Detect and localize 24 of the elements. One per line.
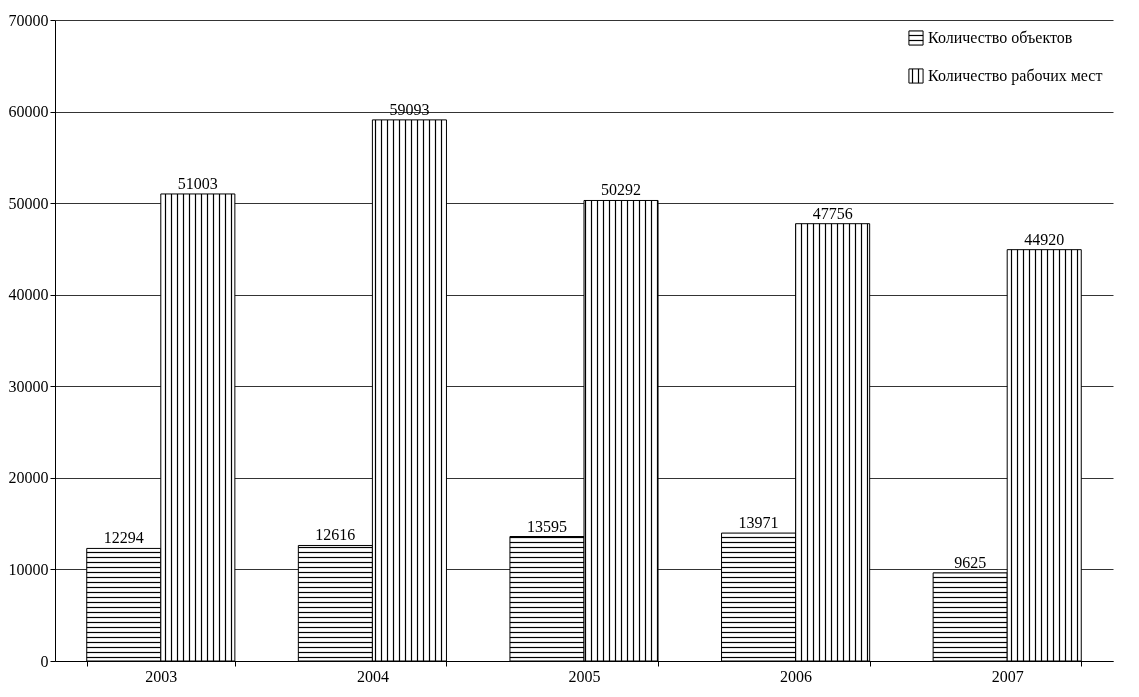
data-label: 13971 bbox=[738, 514, 779, 532]
x-tick-label: 2004 bbox=[356, 667, 389, 685]
x-tick-label: 2003 bbox=[145, 667, 178, 685]
x-tick-label: 2005 bbox=[568, 667, 601, 685]
data-label: 12294 bbox=[103, 529, 144, 547]
x-tick-label: 2006 bbox=[780, 667, 813, 685]
y-tick-label: 50000 bbox=[8, 194, 49, 212]
data-label: 47756 bbox=[812, 204, 853, 222]
legend-label: Количество рабочих мест bbox=[928, 67, 1103, 85]
y-tick-label: 60000 bbox=[8, 103, 49, 121]
data-label: 13595 bbox=[526, 517, 567, 535]
y-tick-label: 70000 bbox=[8, 11, 49, 29]
x-tick-label: 2007 bbox=[991, 667, 1024, 685]
y-tick-label: 30000 bbox=[8, 377, 49, 395]
data-label: 51003 bbox=[177, 174, 218, 192]
data-label: 9625 bbox=[954, 553, 987, 571]
data-label: 44920 bbox=[1024, 230, 1065, 248]
legend-label: Количество объектов bbox=[928, 29, 1073, 46]
y-tick-label: 0 bbox=[40, 652, 49, 670]
data-label: 50292 bbox=[601, 181, 642, 199]
y-tick-label: 20000 bbox=[8, 469, 49, 487]
y-tick-label: 40000 bbox=[8, 286, 49, 304]
data-label: 12616 bbox=[315, 526, 356, 544]
y-tick-label: 10000 bbox=[8, 560, 49, 578]
